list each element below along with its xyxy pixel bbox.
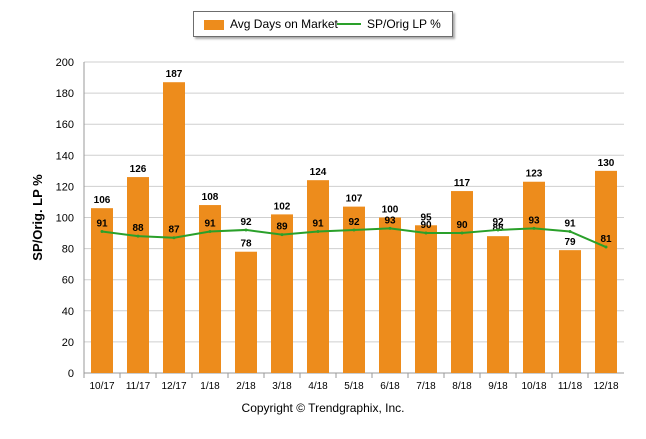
bar-value-label: 126 [130,164,147,175]
line-value-label: 87 [168,225,180,236]
x-tick-label: 10/18 [521,381,546,392]
line-point [208,229,212,233]
y-tick-label: 0 [68,368,74,380]
x-tick-label: 5/18 [344,381,364,392]
legend-swatch-sp-orig-lp [337,23,361,25]
bar [343,206,365,373]
legend-label-sp-orig-lp: SP/Orig LP % [367,17,441,31]
bar-value-label: 78 [240,239,252,250]
y-tick-label: 80 [62,244,74,256]
line-value-label: 81 [600,234,612,245]
y-tick-label: 60 [62,275,74,287]
x-tick-label: 10/17 [89,381,114,392]
y-tick-label: 40 [62,306,74,318]
x-tick-label: 3/18 [272,381,292,392]
bar [487,236,509,373]
x-tick-label: 12/18 [593,381,618,392]
line-value-label: 90 [456,220,468,231]
line-value-label: 91 [204,218,216,229]
bar-value-label: 95 [420,212,432,223]
line-point [136,234,140,238]
bar [595,170,617,373]
bar-value-label: 123 [526,169,543,180]
bar-value-label: 117 [454,178,471,189]
line-point [280,233,284,237]
line-point [388,226,392,230]
x-tick-label: 11/17 [126,381,151,392]
x-tick-label: 7/18 [416,381,436,392]
bar [163,82,185,373]
line-value-label: 91 [564,218,576,229]
bar [271,214,293,373]
bar [127,177,149,373]
bar-value-label: 100 [382,205,399,216]
bar-value-label: 187 [166,69,183,80]
y-axis-title: SP/Orig. LP % [30,174,45,261]
x-tick-label: 12/17 [161,381,186,392]
bar [523,181,545,373]
legend-swatch-avg-days [204,20,224,30]
bar [559,250,581,373]
legend-label-avg-days: Avg Days on Market [230,17,338,31]
y-tick-label: 200 [56,57,74,69]
line-value-label: 92 [492,217,504,228]
line-value-label: 91 [96,218,108,229]
copyright-footer: Copyright © Trendgraphix, Inc. [241,401,405,415]
bar [307,180,329,373]
bar-value-label: 106 [94,195,111,206]
line-value-label: 91 [312,218,324,229]
x-tick-label: 1/18 [200,381,220,392]
line-point [532,226,536,230]
line-value-label: 88 [132,223,144,234]
bar [91,208,113,373]
line-value-label: 89 [276,222,288,233]
line-value-label: 92 [240,217,252,228]
bar [379,217,401,373]
line-point [316,229,320,233]
bar [451,191,473,373]
legend: Avg Days on Market SP/Orig LP % [193,11,453,37]
line-point [568,229,572,233]
line-point [460,231,464,235]
bar-value-label: 102 [274,201,291,212]
bar [415,225,437,373]
y-tick-label: 180 [56,88,74,100]
y-tick-label: 100 [56,213,74,225]
x-tick-label: 6/18 [380,381,400,392]
line-value-label: 90 [420,220,432,231]
line-point [496,228,500,232]
bar [235,251,257,373]
bar-value-label: 79 [564,237,576,248]
line-point [172,236,176,240]
bar-value-label: 130 [598,158,615,169]
line-value-label: 92 [348,217,360,228]
line-point [100,229,104,233]
line-point [424,231,428,235]
y-tick-label: 160 [56,119,74,131]
y-tick-label: 120 [56,181,74,193]
line-point [604,245,608,249]
line-point [352,228,356,232]
bar [199,205,221,373]
x-tick-label: 11/18 [558,381,583,392]
bar-value-label: 107 [346,194,363,205]
bar-value-label: 124 [310,167,327,178]
line-point [244,228,248,232]
x-tick-label: 9/18 [488,381,508,392]
y-tick-label: 140 [56,150,74,162]
x-tick-label: 2/18 [236,381,256,392]
x-tick-label: 8/18 [452,381,472,392]
line-value-label: 93 [384,215,396,226]
bar-value-label: 108 [202,192,219,203]
x-tick-label: 4/18 [308,381,328,392]
y-tick-label: 20 [62,337,74,349]
line-value-label: 93 [528,215,540,226]
